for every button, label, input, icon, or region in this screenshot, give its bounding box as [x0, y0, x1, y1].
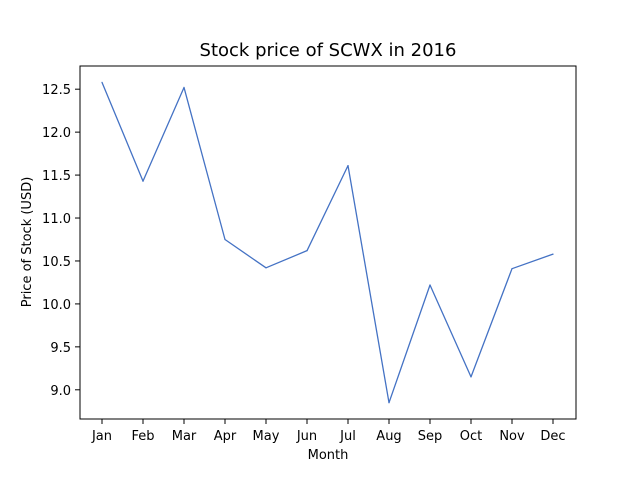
y-tick-label-10-5: 10.5	[42, 255, 71, 270]
data-point-jan	[101, 81, 103, 83]
x-tick-label-may: May	[253, 429, 280, 444]
x-tick-label-jun: Jun	[296, 429, 317, 444]
y-tick-label-11-5: 11.5	[42, 169, 71, 184]
data-point-dec	[552, 253, 554, 255]
y-tick-label-9-0: 9.0	[50, 384, 71, 399]
data-point-aug	[388, 402, 390, 404]
y-axis: 9.0 9.5 10.0 10.5 11.0 11.5 12.0 12.5	[42, 83, 80, 399]
y-tick-label-11-0: 11.0	[42, 212, 71, 227]
data-point-oct	[470, 376, 472, 378]
data-point-jul	[347, 165, 349, 167]
data-point-apr	[224, 238, 226, 241]
data-point-sep	[429, 284, 431, 286]
x-axis: Jan Feb Mar Apr May Jun Jul Aug Sep Oct Nov Dec	[91, 419, 566, 444]
x-tick-label-sep: Sep	[418, 429, 443, 444]
x-tick-label-apr: Apr	[214, 429, 237, 444]
x-tick-label-jul: Jul	[339, 429, 356, 444]
y-tick-label-12-0: 12.0	[42, 126, 71, 141]
x-tick-label-aug: Aug	[376, 429, 401, 444]
x-tick-label-nov: Nov	[499, 429, 525, 444]
y-axis-label: Price of Stock (USD)	[20, 177, 35, 308]
plot-frame	[79, 65, 577, 420]
x-tick-label-jan: Jan	[91, 429, 112, 444]
data-point-jun	[306, 250, 308, 252]
y-tick-label-12-5: 12.5	[42, 83, 71, 98]
y-tick-label-9-5: 9.5	[50, 341, 71, 356]
x-axis-label: Month	[308, 448, 349, 463]
x-tick-label-oct: Oct	[460, 429, 482, 444]
x-tick-label-feb: Feb	[131, 429, 154, 444]
data-point-feb	[142, 180, 144, 182]
data-point-mar	[183, 86, 185, 89]
x-tick-label-dec: Dec	[540, 429, 565, 444]
series-line-0	[101, 82, 554, 404]
x-tick-label-mar: Mar	[172, 429, 197, 444]
chart-title: Stock price of SCWX in 2016	[200, 40, 457, 61]
data-point-may	[265, 267, 267, 269]
y-tick-label-10-0: 10.0	[42, 298, 71, 313]
plot-series	[101, 81, 554, 404]
data-point-nov	[511, 268, 513, 270]
